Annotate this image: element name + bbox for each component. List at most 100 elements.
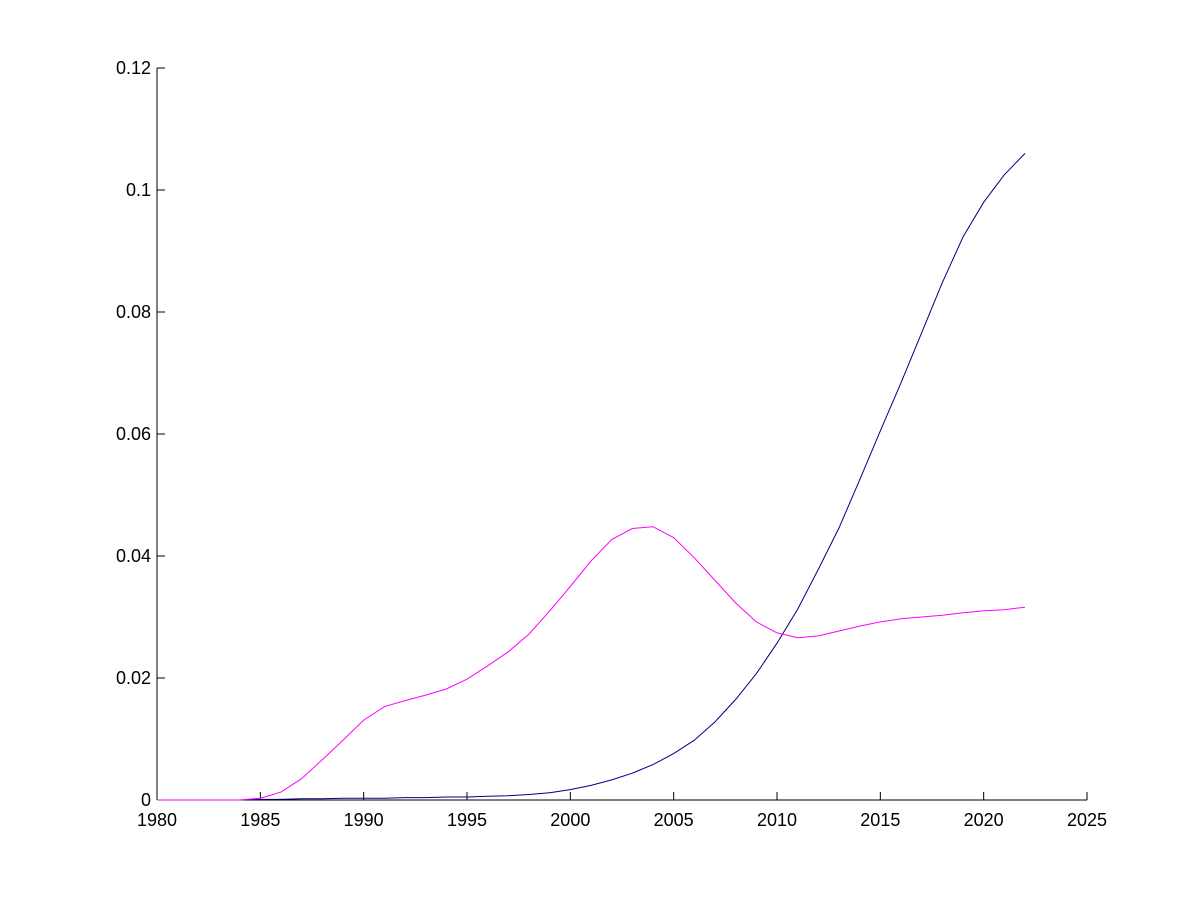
y-tick-label: 0.08 — [116, 302, 151, 322]
data-point — [962, 236, 963, 237]
data-point — [921, 332, 922, 333]
data-point — [611, 539, 612, 540]
data-point — [570, 789, 571, 790]
x-tick-label: 2020 — [964, 810, 1004, 830]
data-point — [425, 694, 426, 695]
data-point — [797, 637, 798, 638]
data-point — [673, 753, 674, 754]
y-tick-label: 0.12 — [116, 58, 151, 78]
data-point — [446, 688, 447, 689]
data-point — [528, 794, 529, 795]
data-point — [466, 796, 467, 797]
data-point — [384, 798, 385, 799]
data-point — [652, 764, 653, 765]
axes: 1980 1985 1990 1995 2000 2005 2010 2015 2020 2025… — [116, 58, 1107, 830]
x-tick-label: 2015 — [860, 810, 900, 830]
data-point — [260, 799, 261, 800]
data-point — [363, 719, 364, 720]
data-point — [239, 799, 240, 800]
y-tick-label: 0.02 — [116, 668, 151, 688]
series-line-1 — [157, 153, 1026, 801]
data-point — [549, 610, 550, 611]
data-point — [714, 580, 715, 581]
data-point — [301, 798, 302, 799]
data-point — [983, 610, 984, 611]
data-point — [962, 612, 963, 613]
y-tick-label: 0.04 — [116, 546, 151, 566]
data-point — [694, 557, 695, 558]
data-point — [384, 706, 385, 707]
data-point — [508, 795, 509, 796]
data-point — [301, 778, 302, 779]
x-tick-label: 1980 — [137, 810, 177, 830]
data-point — [342, 798, 343, 799]
data-point — [900, 382, 901, 383]
data-point — [983, 202, 984, 203]
data-point — [322, 798, 323, 799]
data-point — [921, 616, 922, 617]
data-point — [446, 796, 447, 797]
data-point — [487, 665, 488, 666]
data-point — [859, 479, 860, 480]
data-point — [880, 621, 881, 622]
x-tick-label: 1990 — [344, 810, 384, 830]
data-point — [756, 621, 757, 622]
data-point — [652, 526, 653, 527]
y-tick-label: 0.06 — [116, 424, 151, 444]
data-point — [632, 528, 633, 529]
data-point — [776, 632, 777, 633]
data-point — [714, 721, 715, 722]
data-point — [260, 798, 261, 799]
data-point — [859, 626, 860, 627]
data-point — [425, 797, 426, 798]
data-point — [280, 791, 281, 792]
data-point — [466, 679, 467, 680]
data-point — [797, 608, 798, 609]
x-tick-label: 2025 — [1067, 810, 1107, 830]
data-point — [590, 560, 591, 561]
data-point — [1004, 609, 1005, 610]
data-point — [549, 792, 550, 793]
data-point — [838, 527, 839, 528]
data-point — [570, 586, 571, 587]
data-point — [756, 673, 757, 674]
data-point — [673, 537, 674, 538]
data-point — [156, 799, 157, 800]
series-lines — [156, 153, 1026, 801]
data-point — [735, 602, 736, 603]
data-point — [776, 643, 777, 644]
x-tick-label: 2005 — [654, 810, 694, 830]
data-point — [818, 635, 819, 636]
data-point — [177, 799, 178, 800]
data-point — [632, 773, 633, 774]
data-point — [942, 615, 943, 616]
data-point — [611, 779, 612, 780]
data-point — [838, 630, 839, 631]
data-point — [528, 633, 529, 634]
data-point — [880, 430, 881, 431]
data-point — [342, 740, 343, 741]
y-tick-label: 0.1 — [126, 180, 151, 200]
data-point — [404, 797, 405, 798]
data-point — [508, 651, 509, 652]
data-point — [218, 799, 219, 800]
data-point — [1024, 607, 1025, 608]
x-tick-label: 2010 — [757, 810, 797, 830]
data-point — [900, 618, 901, 619]
data-point — [818, 569, 819, 570]
data-point — [1004, 174, 1005, 175]
data-point — [942, 282, 943, 283]
data-point — [404, 700, 405, 701]
x-tick-label: 1985 — [240, 810, 280, 830]
data-point — [363, 798, 364, 799]
data-point — [487, 796, 488, 797]
data-point — [1024, 153, 1025, 154]
data-point — [322, 759, 323, 760]
data-point — [590, 785, 591, 786]
data-point — [735, 699, 736, 700]
series-line-2 — [157, 526, 1026, 801]
data-point — [198, 799, 199, 800]
x-tick-label: 1995 — [447, 810, 487, 830]
data-point — [694, 740, 695, 741]
